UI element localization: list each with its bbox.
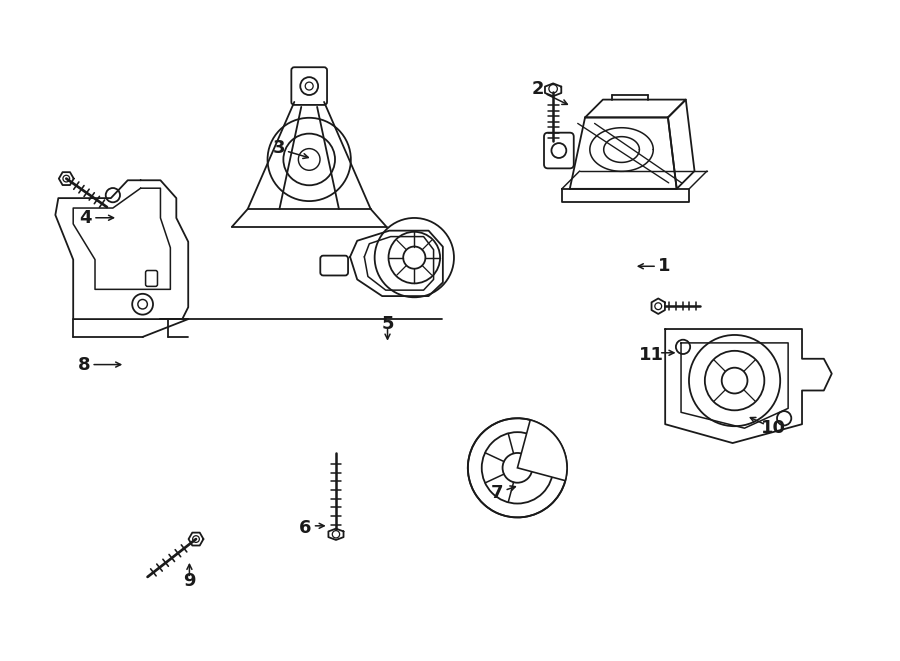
Text: 4: 4 xyxy=(79,209,92,227)
Text: 11: 11 xyxy=(639,346,664,364)
Text: 8: 8 xyxy=(77,356,90,373)
Text: 9: 9 xyxy=(184,572,195,590)
Text: 1: 1 xyxy=(658,257,670,275)
Text: 3: 3 xyxy=(273,139,285,157)
Text: 6: 6 xyxy=(299,520,311,537)
Text: 5: 5 xyxy=(382,315,394,333)
Text: 10: 10 xyxy=(760,418,786,436)
Wedge shape xyxy=(518,420,567,481)
Text: 7: 7 xyxy=(491,484,503,502)
Text: 2: 2 xyxy=(531,80,544,98)
